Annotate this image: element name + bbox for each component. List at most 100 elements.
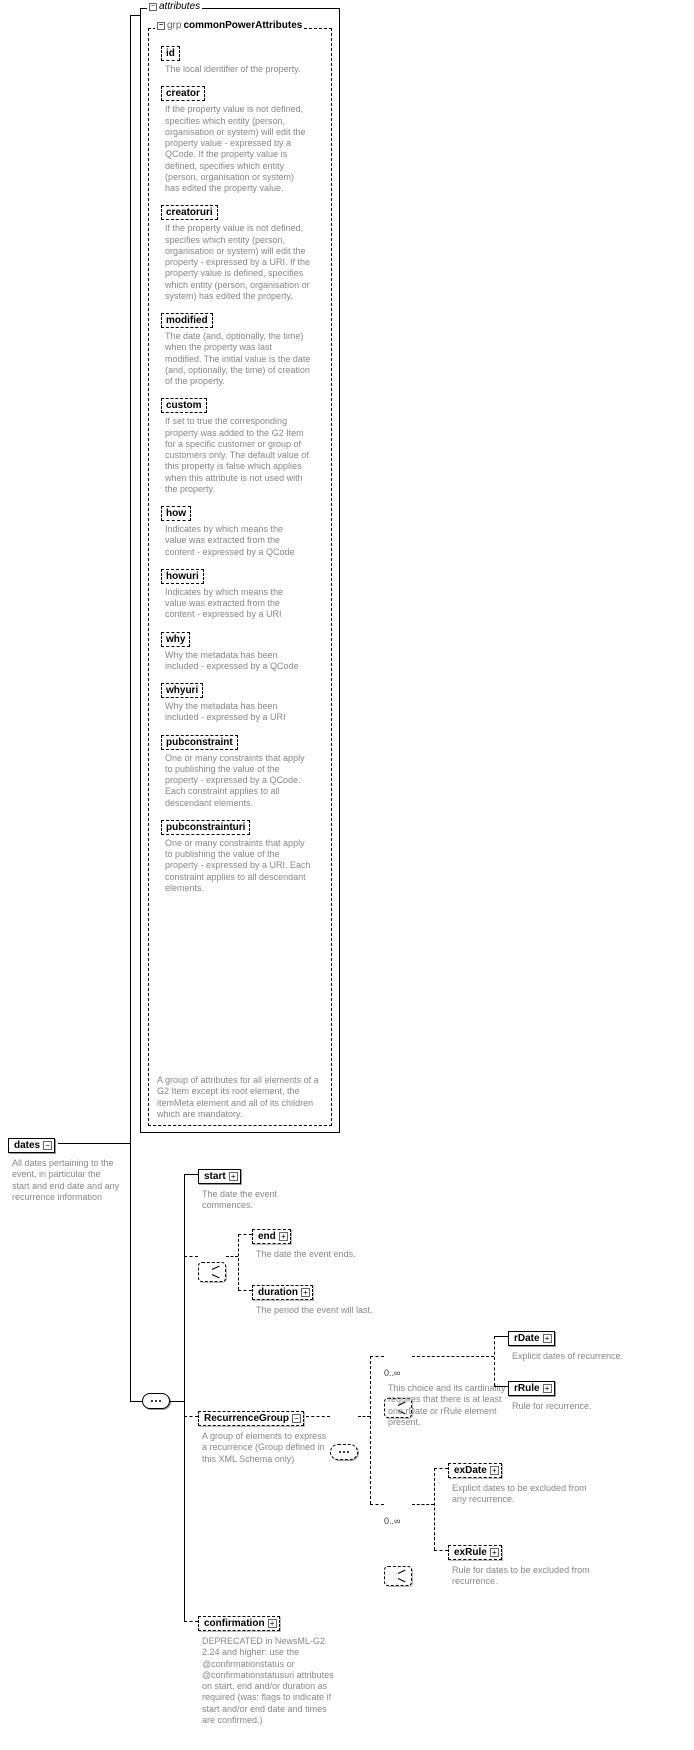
connector — [370, 1356, 371, 1504]
start-desc: The date the event commences. — [198, 1189, 293, 1212]
sequence-connector — [142, 1393, 170, 1409]
element-box: end + — [252, 1229, 291, 1244]
rdate-desc: Explicit dates of recurrence. — [508, 1351, 648, 1362]
dates-element: dates − — [8, 1138, 55, 1153]
cardinality-label: 0..∞ — [384, 1368, 400, 1378]
attr-label: pubconstraint — [161, 735, 238, 750]
element-box: confirmation + — [198, 1616, 280, 1631]
element-box: RecurrenceGroup − — [198, 1411, 304, 1426]
connector — [412, 1504, 434, 1505]
connector — [494, 1336, 508, 1337]
attributes-header: − attributes — [147, 1, 202, 12]
attr-how: how Indicates by which means the value w… — [161, 503, 323, 558]
connector — [184, 1621, 198, 1622]
cardinality-label: 0..∞ — [384, 1516, 400, 1526]
attr-custom: custom If set to true the corresponding … — [161, 395, 323, 495]
attr-desc: Why the metadata has been included - exp… — [161, 701, 301, 724]
attr-creator: creator If the property value is not def… — [161, 83, 323, 194]
connector — [184, 1256, 198, 1257]
element-label: start — [204, 1171, 226, 1182]
exdate-desc: Explicit dates to be excluded from any r… — [448, 1483, 588, 1506]
attr-modified: modified The date (and, optionally, the … — [161, 310, 323, 387]
attr-pubconstrainturi: pubconstrainturi One or many constraints… — [161, 817, 323, 894]
connector — [412, 1356, 494, 1357]
connector — [434, 1550, 448, 1551]
duration-desc: The period the event will last. — [252, 1305, 392, 1316]
attr-label: whyuri — [161, 683, 203, 698]
common-power-attributes-group: − grp commonPowerAttributes id The local… — [148, 28, 332, 1126]
expand-icon[interactable]: + — [268, 1619, 277, 1628]
choice-desc: This choice and its cardinality requires… — [384, 1383, 514, 1428]
element-label: exRule — [454, 1547, 487, 1558]
attr-creatoruri: creatoruri If the property value is not … — [161, 202, 323, 302]
expand-icon[interactable]: + — [279, 1232, 288, 1241]
connector — [130, 1401, 142, 1402]
element-box: duration + — [252, 1285, 313, 1300]
attr-desc: One or many constraints that apply to pu… — [161, 838, 311, 894]
root-element: dates − — [8, 1135, 55, 1153]
confirmation-element: confirmation + — [198, 1613, 280, 1631]
attr-label: howuri — [161, 569, 204, 584]
connector — [370, 1356, 384, 1357]
attr-desc: The local identifier of the property. — [161, 64, 301, 75]
connector — [184, 1174, 198, 1175]
exrule-desc: Rule for dates to be excluded from recur… — [448, 1565, 598, 1588]
connector — [494, 1386, 508, 1387]
collapse-icon[interactable]: − — [157, 22, 165, 30]
element-label: rDate — [514, 1333, 540, 1344]
exdate-element: exDate + — [448, 1460, 502, 1478]
attr-whyuri: whyuri Why the metadata has been include… — [161, 680, 323, 724]
connector — [370, 1504, 384, 1505]
group-desc: A group of attributes for all elements o… — [157, 1075, 325, 1120]
attr-list: id The local identifier of the property.… — [149, 29, 331, 908]
dates-label: dates — [14, 1140, 40, 1151]
connector — [238, 1290, 252, 1291]
connector — [184, 1416, 198, 1417]
connector — [306, 1416, 330, 1417]
connector — [226, 1256, 238, 1257]
group-header: − grp commonPowerAttributes — [155, 20, 304, 31]
attr-id: id The local identifier of the property. — [161, 43, 323, 75]
connector — [238, 1234, 252, 1235]
connector — [184, 1174, 185, 1621]
attr-desc: Why the metadata has been included - exp… — [161, 650, 301, 673]
attr-desc: Indicates by which means the value was e… — [161, 524, 301, 558]
diagram-canvas: dates − All dates pertaining to the even… — [0, 0, 694, 1750]
attr-label: creatoruri — [161, 205, 218, 220]
rdate-element: rDate + — [508, 1328, 555, 1346]
connector — [130, 1143, 131, 1401]
expand-icon[interactable]: + — [490, 1548, 499, 1557]
expand-icon[interactable]: + — [490, 1466, 499, 1475]
attr-desc: Indicates by which means the value was e… — [161, 587, 306, 621]
rrule-desc: Rule for recurrence. — [508, 1401, 638, 1412]
connector — [170, 1401, 184, 1402]
element-label: exDate — [454, 1465, 487, 1476]
collapse-icon[interactable]: − — [149, 3, 157, 11]
sequence-connector — [330, 1444, 358, 1460]
expand-icon[interactable]: + — [229, 1172, 238, 1181]
expand-icon[interactable]: + — [301, 1288, 310, 1297]
start-element: start + — [198, 1166, 241, 1184]
element-label: rRule — [514, 1383, 540, 1394]
element-label: end — [258, 1231, 276, 1242]
choice-connector — [198, 1262, 226, 1282]
choice-connector — [384, 1566, 412, 1586]
attr-label: creator — [161, 86, 205, 101]
group-name: commonPowerAttributes — [183, 20, 302, 31]
attributes-title: attributes — [159, 1, 200, 12]
attr-desc: If the property value is not defined, sp… — [161, 223, 311, 302]
collapse-icon[interactable]: − — [43, 1141, 52, 1150]
attr-label: how — [161, 506, 191, 521]
attr-desc: If the property value is not defined, sp… — [161, 104, 311, 194]
attr-label: why — [161, 632, 190, 647]
element-label: RecurrenceGroup — [204, 1413, 289, 1424]
element-box: exRule + — [448, 1545, 502, 1560]
recurrence-group-element: RecurrenceGroup − — [198, 1408, 304, 1426]
expand-icon[interactable]: + — [543, 1334, 552, 1343]
expand-icon[interactable]: + — [543, 1384, 552, 1393]
collapse-icon[interactable]: − — [292, 1414, 301, 1423]
attr-why: why Why the metadata has been included -… — [161, 629, 323, 673]
recurrence-desc: A group of elements to express a recurre… — [198, 1431, 328, 1465]
attr-label: custom — [161, 398, 207, 413]
connector — [494, 1336, 495, 1386]
